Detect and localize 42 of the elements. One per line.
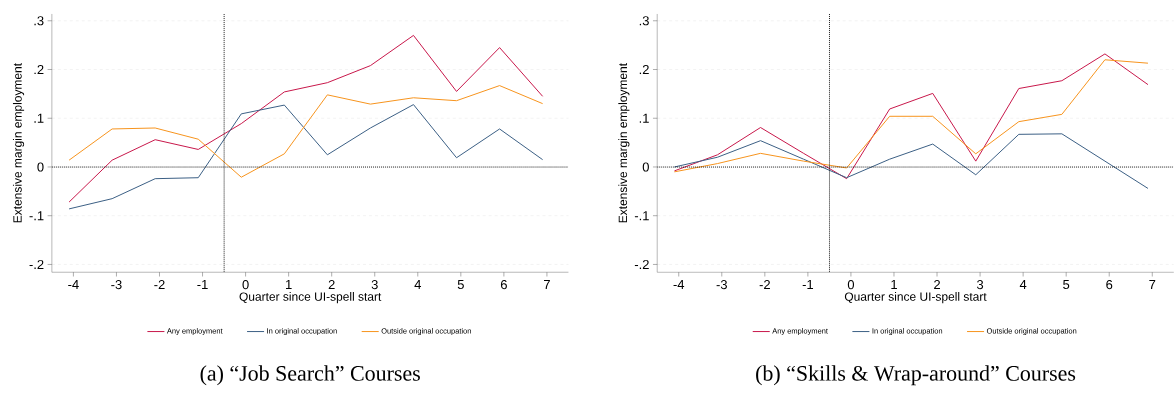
y-tick-label: -.2 <box>634 259 649 270</box>
x-tick-label: -2 <box>759 280 770 290</box>
x-tick-label: 0 <box>242 280 249 290</box>
x-tick-label: -3 <box>716 280 727 290</box>
x-axis-title: Quarter since UI-spell start <box>239 292 382 304</box>
x-tick-label: 2 <box>328 280 335 290</box>
y-tick-label: .2 <box>639 65 649 75</box>
x-tick-label: 6 <box>500 280 507 290</box>
x-tick-label: 7 <box>1149 280 1156 289</box>
x-tick-label: 4 <box>414 280 422 289</box>
y-tick-label: 0 <box>37 162 44 172</box>
x-tick-label: -1 <box>802 280 814 289</box>
y-axis-title: Extensive margin employment <box>618 63 630 223</box>
x-tick-label: -3 <box>111 280 122 290</box>
x-tick-label: 4 <box>1019 280 1027 289</box>
y-tick-label: -.2 <box>29 259 44 270</box>
x-tick-label: 1 <box>286 280 292 289</box>
x-tick-label: 6 <box>1106 280 1113 290</box>
x-tick-label: 1 <box>891 280 897 289</box>
x-tick-label: 0 <box>847 280 855 290</box>
y-tick-label: -.1 <box>634 211 649 221</box>
x-tick-label: 5 <box>1063 280 1070 290</box>
y-axis-title: Extensive margin employment <box>12 63 25 223</box>
text: (b) “Skills & Wrap-around” Courses <box>756 365 1076 386</box>
y-tick-label: .1 <box>34 113 44 123</box>
x-tick-label: 5 <box>457 280 464 290</box>
y-tick-label: -.1 <box>29 211 44 221</box>
y-tick-label: .1 <box>639 113 649 123</box>
x-tick-label: 3 <box>976 280 984 290</box>
x-tick-label: 3 <box>371 280 378 290</box>
x-tick-label: -4 <box>68 280 79 289</box>
x-tick-label: -2 <box>154 280 165 290</box>
y-tick-label: .3 <box>34 16 44 26</box>
text: (a) “Job Search” Courses <box>200 365 420 386</box>
x-tick-label: 2 <box>934 280 940 290</box>
x-tick-label: -1 <box>197 280 208 289</box>
x-tick-label: -4 <box>673 280 685 289</box>
y-tick-label: .2 <box>34 65 44 75</box>
y-tick-label: .3 <box>639 16 649 26</box>
y-tick-label: 0 <box>642 162 649 172</box>
x-tick-label: 7 <box>544 280 550 289</box>
x-axis-title: Quarter since UI-spell start <box>844 292 987 304</box>
